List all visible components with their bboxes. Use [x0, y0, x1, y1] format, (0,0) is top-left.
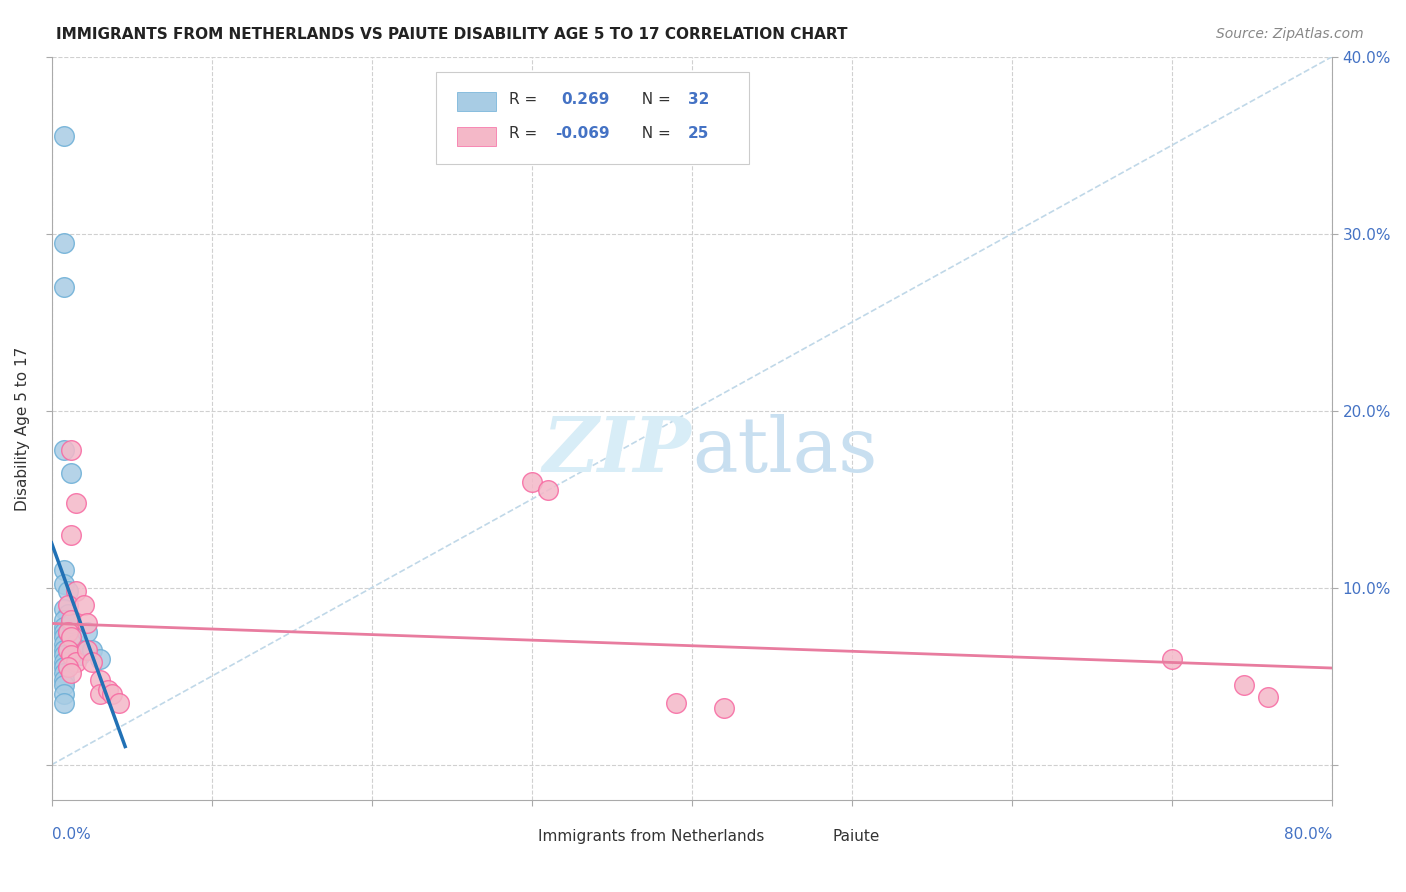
Point — [56, 599, 79, 613]
Point — [65, 655, 87, 669]
Text: 80.0%: 80.0% — [1284, 827, 1331, 842]
Point — [76, 616, 98, 631]
Point — [53, 637, 76, 651]
Point — [665, 696, 688, 710]
Point — [520, 475, 543, 489]
Point — [53, 660, 76, 674]
Text: N =: N = — [631, 126, 675, 141]
Point — [76, 642, 98, 657]
Text: 0.269: 0.269 — [561, 92, 610, 107]
Text: -0.069: -0.069 — [555, 126, 609, 141]
Point — [53, 235, 76, 250]
Point — [53, 280, 76, 294]
Point — [713, 701, 735, 715]
Bar — [499, 829, 527, 845]
Point — [59, 616, 82, 631]
Point — [69, 648, 91, 662]
Point — [53, 129, 76, 144]
Point — [80, 642, 103, 657]
Point — [65, 584, 87, 599]
Point — [107, 696, 129, 710]
Point — [53, 655, 76, 669]
Text: IMMIGRANTS FROM NETHERLANDS VS PAIUTE DISABILITY AGE 5 TO 17 CORRELATION CHART: IMMIGRANTS FROM NETHERLANDS VS PAIUTE DI… — [56, 27, 848, 42]
Point — [56, 584, 79, 599]
Point — [89, 687, 111, 701]
Point — [56, 625, 79, 640]
FancyBboxPatch shape — [436, 71, 749, 164]
Point — [72, 599, 94, 613]
Point — [89, 673, 111, 687]
Text: Immigrants from Netherlands: Immigrants from Netherlands — [538, 829, 765, 844]
Point — [53, 687, 76, 701]
Point — [96, 683, 118, 698]
Text: 32: 32 — [688, 92, 710, 107]
Text: R =: R = — [509, 126, 541, 141]
Text: 25: 25 — [688, 126, 710, 141]
Text: Paiute: Paiute — [832, 829, 880, 844]
Point — [59, 648, 82, 662]
Point — [56, 607, 79, 622]
Y-axis label: Disability Age 5 to 17: Disability Age 5 to 17 — [15, 346, 30, 510]
Point — [56, 625, 79, 640]
Point — [56, 660, 79, 674]
Point — [65, 496, 87, 510]
Point — [537, 483, 560, 498]
Point — [59, 630, 82, 644]
Text: 0.0%: 0.0% — [52, 827, 90, 842]
Point — [1233, 678, 1256, 692]
Point — [76, 625, 98, 640]
Bar — [457, 128, 496, 146]
Bar — [457, 93, 496, 111]
Point — [89, 651, 111, 665]
Point — [59, 442, 82, 457]
Point — [53, 665, 76, 680]
Point — [56, 642, 79, 657]
Text: Source: ZipAtlas.com: Source: ZipAtlas.com — [1216, 27, 1364, 41]
Point — [53, 602, 76, 616]
Point — [72, 642, 94, 657]
Point — [59, 613, 82, 627]
Point — [53, 613, 76, 627]
Point — [59, 527, 82, 541]
Point — [53, 678, 76, 692]
Point — [53, 625, 76, 640]
Point — [59, 466, 82, 480]
Point — [53, 642, 76, 657]
Point — [53, 696, 76, 710]
Point — [53, 620, 76, 634]
Point — [53, 577, 76, 591]
Point — [53, 673, 76, 687]
Point — [53, 563, 76, 577]
Text: R =: R = — [509, 92, 547, 107]
Point — [59, 665, 82, 680]
Text: ZIP: ZIP — [543, 414, 692, 488]
Point — [53, 630, 76, 644]
Point — [1257, 690, 1279, 705]
Point — [65, 637, 87, 651]
Text: atlas: atlas — [692, 414, 877, 488]
Point — [1161, 651, 1184, 665]
Point — [80, 655, 103, 669]
Point — [53, 442, 76, 457]
Text: N =: N = — [631, 92, 675, 107]
Point — [53, 648, 76, 662]
Point — [101, 687, 124, 701]
Bar — [794, 829, 823, 845]
